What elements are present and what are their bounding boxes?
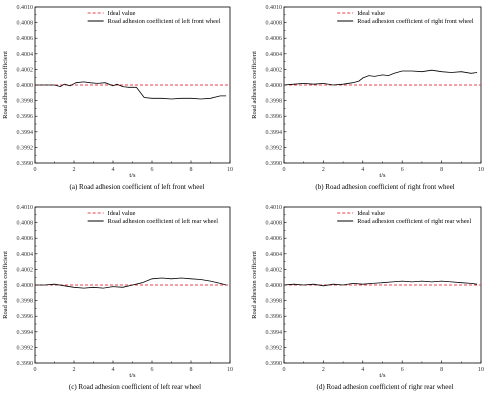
- x-tick-label: 6: [401, 367, 404, 373]
- y-tick-label: 0.4010: [17, 5, 34, 11]
- x-tick-label: 8: [440, 367, 443, 373]
- y-tick-label: 0.4008: [266, 221, 283, 227]
- legend-label: Road adhesion coefficient of left front …: [108, 18, 221, 25]
- figure-caption: (c) Road adhesion coefficient of left re…: [69, 383, 201, 391]
- x-axis-label: t/s: [379, 372, 386, 379]
- y-tick-label: 0.4002: [17, 267, 34, 273]
- y-tick-label: 0.4004: [17, 52, 34, 58]
- legend-label: Road adhesion coefficient of right front…: [357, 18, 474, 25]
- x-tick-label: 8: [190, 367, 193, 373]
- figure-caption: (a) Road adhesion coefficient of left fr…: [70, 183, 205, 191]
- x-tick-label: 10: [227, 367, 233, 373]
- y-tick-label: 0.3996: [17, 114, 34, 120]
- x-tick-label: 10: [227, 167, 233, 173]
- y-tick-label: 0.3994: [17, 130, 34, 136]
- x-tick-label: 4: [112, 167, 115, 173]
- y-tick-label: 0.4010: [266, 205, 283, 211]
- y-tick-label: 0.3990: [266, 161, 283, 167]
- x-tick-label: 6: [151, 167, 154, 173]
- x-tick-label: 2: [73, 167, 76, 173]
- chart-panel: 0.3990 0.3992 0.3994 0.3996 0.3998 0.4000 0.40…: [2, 205, 233, 391]
- x-tick-label: 6: [401, 167, 404, 173]
- y-tick-label: 0.3998: [17, 99, 34, 105]
- x-tick-label: 8: [190, 167, 193, 173]
- y-tick-label: 0.4004: [17, 252, 34, 258]
- y-tick-label: 0.4002: [266, 67, 283, 73]
- y-tick-label: 0.4010: [266, 5, 283, 11]
- x-tick-label: 2: [73, 367, 76, 373]
- y-axis-label: Road adhesion coefficient: [251, 251, 258, 319]
- chart-panel: 0.3990 0.3992 0.3994 0.3996 0.3998 0.4000 0.40…: [251, 5, 484, 191]
- x-axis-label: t/s: [129, 172, 136, 179]
- y-tick-label: 0.3998: [266, 299, 283, 305]
- x-tick-label: 0: [34, 367, 37, 373]
- y-tick-label: 0.4000: [17, 283, 34, 289]
- measured-series-line: [283, 280, 478, 287]
- y-tick-label: 0.4004: [266, 52, 283, 58]
- x-tick-label: 0: [283, 167, 286, 173]
- y-axis-label: Road adhesion coefficient: [2, 51, 9, 119]
- legend-label: Ideal value: [357, 210, 385, 217]
- measured-series-line: [283, 69, 478, 86]
- y-tick-label: 0.4000: [17, 83, 34, 89]
- measured-series-line: [35, 277, 227, 289]
- y-tick-label: 0.3990: [17, 361, 34, 367]
- y-tick-label: 0.3994: [266, 130, 283, 136]
- x-tick-label: 2: [322, 367, 325, 373]
- legend-label: Ideal value: [108, 10, 136, 17]
- legend-label: Ideal value: [108, 210, 136, 217]
- y-tick-label: 0.4010: [17, 205, 34, 211]
- y-tick-label: 0.4008: [17, 221, 34, 227]
- y-tick-label: 0.4000: [266, 283, 283, 289]
- y-tick-label: 0.4006: [17, 36, 34, 42]
- x-tick-label: 6: [151, 367, 154, 373]
- y-axis-label: Road adhesion coefficient: [251, 51, 258, 119]
- y-tick-label: 0.3994: [266, 330, 283, 336]
- y-tick-label: 0.3990: [266, 361, 283, 367]
- y-tick-label: 0.3996: [266, 314, 283, 320]
- y-tick-label: 0.4006: [266, 236, 283, 242]
- y-tick-label: 0.4008: [266, 21, 283, 27]
- y-tick-label: 0.4000: [266, 83, 283, 89]
- y-tick-label: 0.4002: [266, 267, 283, 273]
- y-tick-label: 0.3990: [17, 161, 34, 167]
- y-tick-label: 0.3992: [17, 145, 34, 151]
- figure-caption: (d) Road adhesion coefficient of righr r…: [317, 383, 454, 391]
- y-tick-label: 0.4004: [266, 252, 283, 258]
- y-tick-label: 0.4006: [266, 36, 283, 42]
- x-tick-label: 8: [440, 167, 443, 173]
- x-axis-label: t/s: [379, 172, 386, 179]
- measured-series-line: [35, 81, 227, 100]
- x-tick-label: 4: [361, 167, 364, 173]
- x-axis-label: t/s: [129, 372, 136, 379]
- y-axis-label: Road adhesion coefficient: [2, 251, 9, 319]
- y-tick-label: 0.3992: [266, 145, 283, 151]
- y-tick-label: 0.4006: [17, 236, 34, 242]
- x-tick-label: 10: [478, 167, 484, 173]
- y-tick-label: 0.4002: [17, 67, 34, 73]
- x-tick-label: 10: [478, 367, 484, 373]
- y-tick-label: 0.3994: [17, 330, 34, 336]
- x-tick-label: 2: [322, 167, 325, 173]
- legend-label: Road adhesion coefficient of right rear …: [357, 218, 471, 225]
- figure-caption: (b) Road adhesion coefficient of right f…: [315, 183, 454, 191]
- x-tick-label: 0: [34, 167, 37, 173]
- legend-label: Ideal value: [357, 10, 385, 17]
- legend-label: Road adhesion coefficient of left rear w…: [108, 218, 219, 225]
- chart-panel: 0.3990 0.3992 0.3994 0.3996 0.3998 0.4000 0.40…: [2, 5, 233, 191]
- y-tick-label: 0.4008: [17, 21, 34, 27]
- y-tick-label: 0.3992: [17, 345, 34, 351]
- y-tick-label: 0.3996: [266, 114, 283, 120]
- chart-panel: 0.3990 0.3992 0.3994 0.3996 0.3998 0.4000 0.40…: [251, 205, 484, 391]
- x-tick-label: 0: [283, 367, 286, 373]
- y-tick-label: 0.3992: [266, 345, 283, 351]
- y-tick-label: 0.3998: [266, 99, 283, 105]
- x-tick-label: 4: [112, 367, 115, 373]
- y-tick-label: 0.3998: [17, 299, 34, 305]
- x-tick-label: 4: [361, 367, 364, 373]
- y-tick-label: 0.3996: [17, 314, 34, 320]
